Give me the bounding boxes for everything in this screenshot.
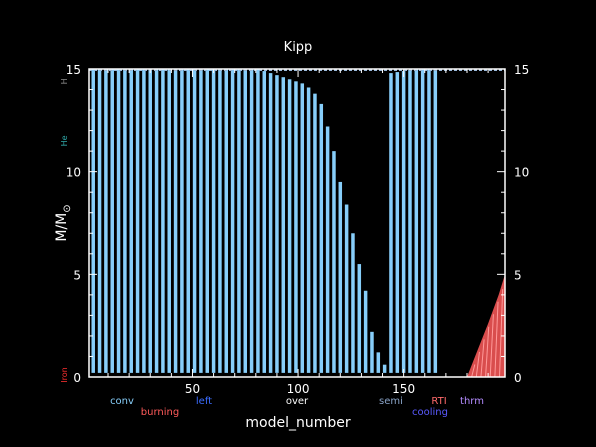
legend-item-semi: semi xyxy=(379,396,403,407)
conv-bar xyxy=(294,81,298,373)
legend-item-cooling: cooling xyxy=(412,407,448,418)
y-axis-label: M/M⊙ xyxy=(54,204,73,241)
conv-bar xyxy=(218,69,222,373)
legend-item-burning: burning xyxy=(141,407,179,418)
burning-streak xyxy=(480,339,485,378)
conv-bar xyxy=(300,83,305,373)
conv-bar xyxy=(395,72,400,373)
conv-bar xyxy=(167,69,171,373)
x-axis-label: model_number xyxy=(245,415,350,431)
conv-bar xyxy=(237,69,241,373)
conv-bar xyxy=(427,69,431,373)
burning-streak xyxy=(494,301,499,378)
conv-bar xyxy=(123,69,127,373)
burning-region xyxy=(466,274,505,378)
side-label-iron: Iron xyxy=(60,367,69,382)
conv-bar xyxy=(351,233,355,373)
conv-bar xyxy=(199,69,203,373)
conv-bar xyxy=(433,69,438,373)
conv-bar xyxy=(376,352,381,373)
conv-bar xyxy=(363,290,368,373)
side-label-he: He xyxy=(60,135,69,146)
conv-bar xyxy=(148,69,152,373)
conv-bar xyxy=(249,69,254,373)
conv-bar xyxy=(256,69,260,373)
legend-item-left: left xyxy=(196,396,212,407)
conv-bar xyxy=(161,69,165,373)
y-tick-label-right: 0 xyxy=(514,371,522,385)
conv-bar xyxy=(370,331,374,373)
conv-bar xyxy=(325,126,330,373)
legend-item-RTI: RTI xyxy=(431,396,446,407)
conv-bar xyxy=(224,69,229,373)
conv-bar xyxy=(338,181,343,373)
conv-bar xyxy=(135,69,140,373)
y-axis-label-main: M/M xyxy=(54,213,70,242)
conv-bar xyxy=(230,69,235,373)
conv-bar xyxy=(97,69,102,373)
conv-bar xyxy=(414,69,419,373)
conv-bar xyxy=(313,93,317,373)
y-tick-label-right: 10 xyxy=(514,166,529,180)
conv-bar xyxy=(287,79,292,373)
legend-item-thrm: thrm xyxy=(460,396,484,407)
conv-bar xyxy=(129,69,133,373)
conv-bar xyxy=(306,87,311,373)
conv-bar xyxy=(173,69,178,373)
conv-bar xyxy=(408,70,412,373)
y-tick-label-right: 15 xyxy=(514,63,529,77)
x-tick-label: 100 xyxy=(287,382,310,396)
conv-bar xyxy=(243,69,248,373)
conv-bar xyxy=(180,69,184,373)
plot-frame xyxy=(88,68,506,378)
y-tick-label: 0 xyxy=(73,371,81,385)
conv-bar xyxy=(357,264,362,373)
axis-ticks: 50 100 150 0 0 5 5 10 10 15 15 xyxy=(66,63,530,396)
legend-item-over: over xyxy=(286,396,309,407)
conv-bar xyxy=(262,71,267,373)
chart-title: Kipp xyxy=(284,40,313,55)
conv-bar xyxy=(281,77,286,373)
conv-bar xyxy=(154,69,159,373)
conv-bar xyxy=(116,69,121,373)
y-tick-label: 5 xyxy=(73,268,81,282)
conv-bar xyxy=(192,69,197,373)
burning-streak xyxy=(485,326,490,378)
conv-bar xyxy=(332,151,336,373)
axes-frame xyxy=(88,68,506,378)
conv-bar xyxy=(420,69,425,373)
conv-bars xyxy=(89,69,505,373)
burning-streak xyxy=(471,364,476,378)
burning-streak xyxy=(475,351,480,378)
conv-bar xyxy=(104,69,108,373)
side-label-h: H xyxy=(60,78,69,84)
x-tick-label: 150 xyxy=(392,382,415,396)
conv-bar xyxy=(319,103,324,373)
conv-bar xyxy=(275,75,279,373)
burning-streak xyxy=(499,289,504,378)
legend-item-conv: conv xyxy=(110,396,134,407)
burning-streak xyxy=(489,314,494,378)
y-tick-label-right: 5 xyxy=(514,268,522,282)
y-axis-label-sub: ⊙ xyxy=(62,204,73,212)
conv-bar xyxy=(268,73,273,373)
conv-bar xyxy=(91,69,95,373)
x-tick-label: 50 xyxy=(185,382,200,396)
conv-bar xyxy=(110,69,114,373)
conv-bar xyxy=(382,364,387,373)
conv-bar xyxy=(211,69,216,373)
conv-bar xyxy=(205,69,210,373)
conv-bar xyxy=(401,71,406,373)
y-tick-label: 10 xyxy=(66,166,81,180)
conv-bar xyxy=(389,73,393,373)
y-tick-label: 15 xyxy=(66,63,81,77)
side-labels: He Iron H xyxy=(60,78,69,382)
conv-bar xyxy=(142,69,146,373)
conv-bar xyxy=(186,69,190,373)
conv-bar xyxy=(344,204,349,373)
